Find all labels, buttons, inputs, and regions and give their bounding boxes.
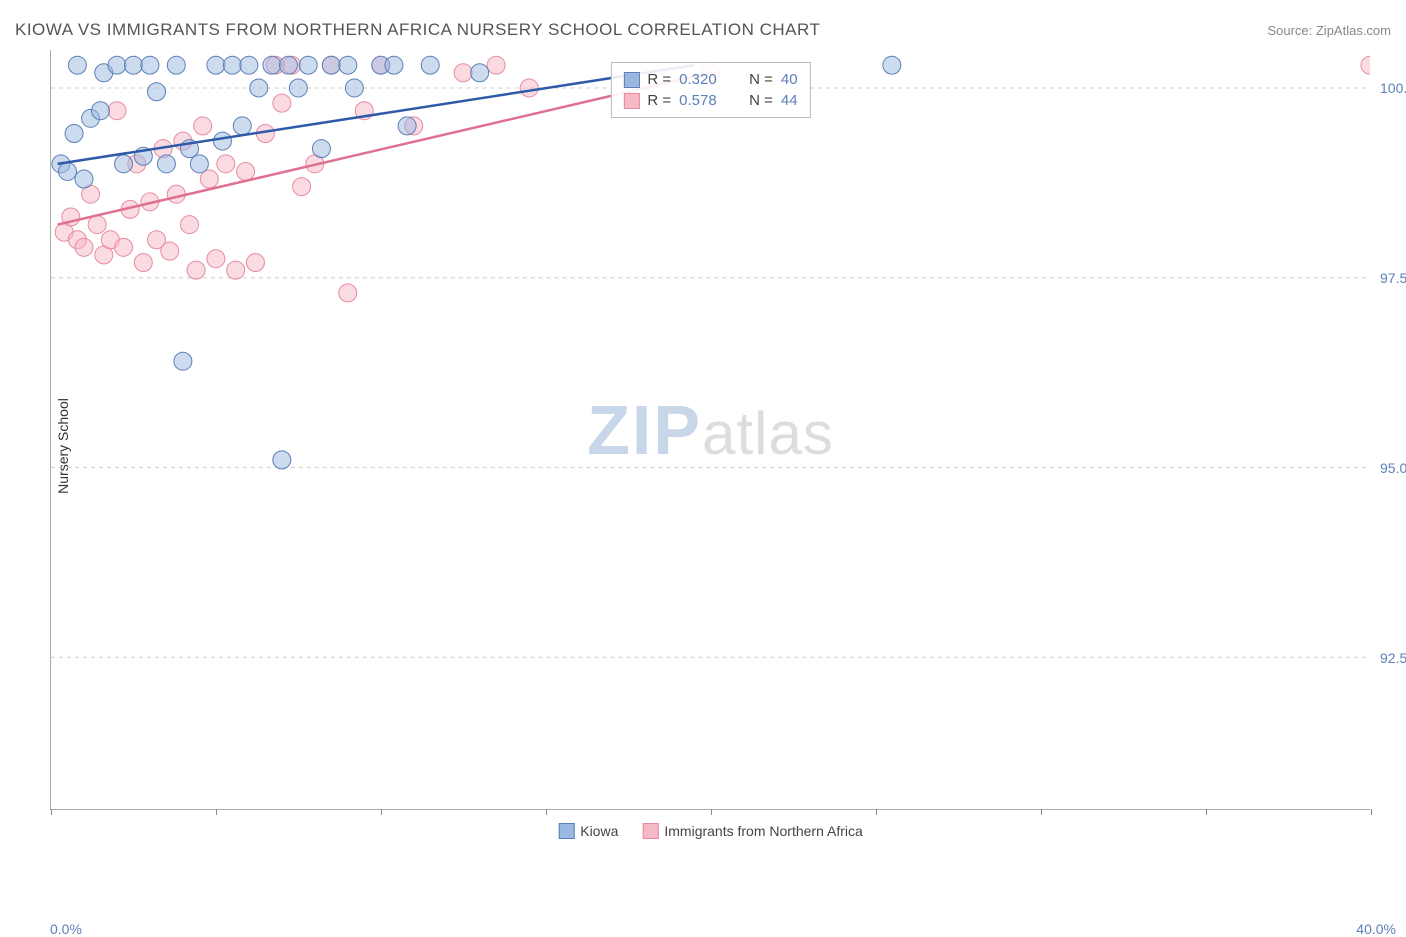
x-tick <box>1041 809 1042 815</box>
kiowa-swatch-icon <box>623 72 639 88</box>
source-attribution: Source: ZipAtlas.com <box>1267 23 1391 38</box>
kiowa-swatch-icon <box>558 823 574 839</box>
x-tick <box>381 809 382 815</box>
x-tick <box>1206 809 1207 815</box>
x-tick <box>876 809 877 815</box>
chart-title: KIOWA VS IMMIGRANTS FROM NORTHERN AFRICA… <box>15 20 820 40</box>
x-axis-end-label: 40.0% <box>1356 921 1396 937</box>
y-tick-label: 95.0% <box>1380 460 1406 476</box>
legend-item-immigrants: Immigrants from Northern Africa <box>642 823 862 839</box>
chart-header: KIOWA VS IMMIGRANTS FROM NORTHERN AFRICA… <box>15 20 1391 40</box>
immigrants-swatch-icon <box>642 823 658 839</box>
legend-row-kiowa: R = 0.320 N = 40 <box>623 69 797 90</box>
x-axis-start-label: 0.0% <box>50 921 82 937</box>
x-tick <box>1371 809 1372 815</box>
immigrants-swatch-icon <box>623 93 639 109</box>
y-tick-label: 92.5% <box>1380 650 1406 666</box>
plot-area: ZIPatlas 100.0%97.5%95.0%92.5% R = 0.320… <box>50 50 1370 810</box>
y-tick-label: 97.5% <box>1380 270 1406 286</box>
legend-row-immigrants: R = 0.578 N = 44 <box>623 90 797 111</box>
y-tick-label: 100.0% <box>1380 80 1406 96</box>
scatter-plot-svg <box>51 50 1370 809</box>
correlation-legend: R = 0.320 N = 40 R = 0.578 N = 44 <box>610 62 810 118</box>
x-tick <box>51 809 52 815</box>
x-tick <box>216 809 217 815</box>
x-tick <box>546 809 547 815</box>
series-legend: Kiowa Immigrants from Northern Africa <box>558 823 863 839</box>
x-tick <box>711 809 712 815</box>
legend-item-kiowa: Kiowa <box>558 823 618 839</box>
